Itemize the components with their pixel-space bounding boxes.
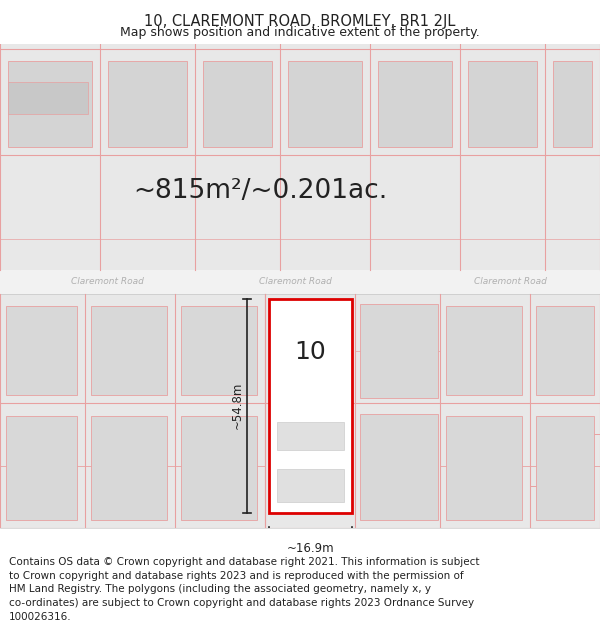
Text: 100026316.: 100026316. (9, 612, 71, 622)
Text: co-ordinates) are subject to Crown copyright and database rights 2023 Ordnance S: co-ordinates) are subject to Crown copyr… (9, 598, 474, 608)
Bar (8, 61, 92, 147)
Text: Map shows position and indicative extent of the property.: Map shows position and indicative extent… (120, 26, 480, 39)
Text: ~54.8m: ~54.8m (230, 382, 244, 429)
Bar (360, 414, 438, 520)
Bar (288, 61, 362, 147)
Bar (0, 294, 600, 528)
Text: ~16.9m: ~16.9m (287, 542, 334, 554)
Bar (0, 270, 600, 294)
Text: Claremont Road: Claremont Road (259, 278, 331, 286)
Bar (6, 306, 77, 395)
Bar (468, 61, 537, 147)
Bar (553, 61, 592, 147)
Bar (181, 416, 257, 520)
Text: 10: 10 (295, 341, 326, 364)
Text: to Crown copyright and database rights 2023 and is reproduced with the permissio: to Crown copyright and database rights 2… (9, 571, 464, 581)
Bar (536, 306, 594, 395)
Bar (0, 44, 600, 270)
Bar (269, 299, 352, 512)
Bar (378, 61, 452, 147)
Text: Contains OS data © Crown copyright and database right 2021. This information is : Contains OS data © Crown copyright and d… (9, 557, 479, 567)
Bar (446, 306, 522, 395)
Bar (181, 306, 257, 395)
Text: 10, CLAREMONT ROAD, BROMLEY, BR1 2JL: 10, CLAREMONT ROAD, BROMLEY, BR1 2JL (145, 14, 455, 29)
Bar (8, 82, 88, 114)
Bar (446, 416, 522, 520)
Bar (108, 61, 187, 147)
Bar (277, 422, 344, 450)
Bar (91, 416, 167, 520)
Bar (360, 304, 438, 398)
Bar (6, 416, 77, 520)
Text: Claremont Road: Claremont Road (71, 278, 143, 286)
Bar (91, 306, 167, 395)
Bar (277, 469, 344, 502)
Bar (203, 61, 272, 147)
Text: HM Land Registry. The polygons (including the associated geometry, namely x, y: HM Land Registry. The polygons (includin… (9, 584, 431, 594)
Text: ~815m²/~0.201ac.: ~815m²/~0.201ac. (133, 177, 387, 204)
Text: Claremont Road: Claremont Road (473, 278, 547, 286)
Bar (536, 416, 594, 520)
